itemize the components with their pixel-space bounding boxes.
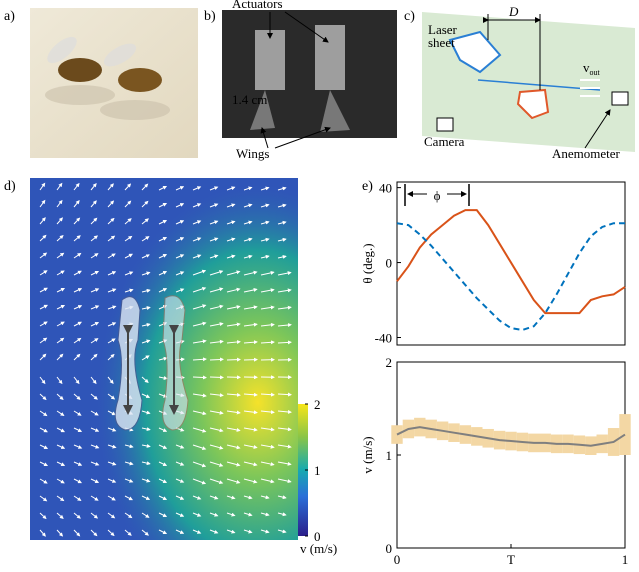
data-line: [397, 223, 625, 330]
flow-vector: [193, 377, 206, 378]
camera-icon: [437, 118, 453, 131]
anemometer-icon: [612, 92, 628, 105]
velocity-sub: out: [590, 68, 601, 77]
y-tick-label: 0: [386, 256, 393, 271]
panel-label: e): [362, 179, 373, 194]
y-axis-label: θ (deg.): [360, 243, 375, 283]
x-tick-label: T: [507, 552, 515, 567]
x-tick-label: 1: [622, 552, 629, 567]
data-line: [397, 210, 625, 313]
annotation: sheet: [428, 35, 455, 50]
annotation: D: [508, 4, 519, 19]
annotation: Anemometer: [552, 146, 621, 161]
y-tick-label: 1: [386, 448, 393, 463]
y-axis-label: v (m/s): [360, 436, 375, 473]
panel-label: b): [204, 9, 216, 24]
colorbar-tick-label: 2: [314, 397, 321, 412]
y-tick-label: 40: [379, 181, 392, 196]
error-band: [619, 414, 630, 455]
annotation: Camera: [424, 134, 465, 149]
annotation: Wings: [236, 146, 269, 161]
y-tick-label: 0: [386, 541, 393, 556]
y-tick-label: 2: [386, 355, 393, 370]
y-tick-label: -40: [375, 331, 392, 346]
panel-label: a): [4, 9, 15, 24]
annotation: 1.4 cm: [232, 92, 267, 107]
flow-vector: [210, 359, 223, 360]
x-tick-label: 0: [394, 552, 401, 567]
figure: a) b) Actuators 1.4 cm Wings c) D Laser …: [0, 0, 639, 567]
panel-label: d): [4, 179, 16, 194]
phase-label: ϕ: [434, 188, 441, 203]
annotation: Actuators: [232, 0, 283, 11]
colorbar-tick-label: 1: [314, 463, 321, 478]
panel-label: c): [404, 9, 415, 24]
flow-vector: [227, 359, 240, 360]
photo-bees: [30, 8, 198, 158]
colorbar-tick-label: 0: [314, 529, 321, 544]
